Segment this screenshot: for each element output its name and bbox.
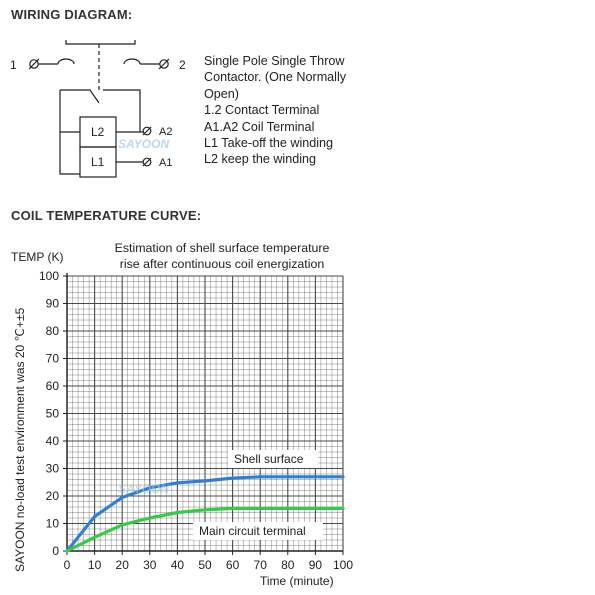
chart-watermark: SAYOON: [118, 482, 169, 496]
shell-surface-point: [231, 476, 234, 480]
x-tick-label: 10: [88, 558, 102, 572]
coil-lower-label: L1: [91, 155, 105, 169]
y-tick-label: 70: [46, 352, 60, 366]
coil-temperature-title: COIL TEMPERATURE CURVE:: [11, 208, 202, 223]
main-circuit-terminal-point: [203, 508, 207, 511]
a2-label: A2: [159, 126, 172, 138]
side-note: SAYOON no-load test environment was 20 ℃…: [13, 307, 27, 572]
main-circuit-terminal-point: [341, 507, 345, 510]
shell-surface-point: [121, 496, 124, 499]
main-circuit-terminal-point: [121, 523, 124, 527]
legend-terminal: Main circuit terminal: [193, 522, 323, 540]
chart-ticks: 0 10 20 30 40 50 60 70 80 90 100 0 10 20 30 40 50 60 70 80 9…: [39, 269, 353, 572]
terminal-2-label: 2: [179, 58, 186, 72]
y-tick-label: 40: [46, 434, 60, 448]
y-tick-label: 30: [46, 462, 60, 476]
main-circuit-terminal-point: [93, 536, 96, 539]
x-tick-label: 60: [226, 558, 240, 572]
description-line: L2 keep the winding: [204, 152, 317, 167]
x-tick-label: 0: [64, 558, 71, 572]
shell-surface-point: [341, 475, 345, 478]
contact-bridge: [65, 40, 136, 45]
wiring-diagram: [28, 40, 170, 178]
y-tick-label: 60: [46, 379, 60, 393]
main-circuit-terminal-point: [231, 507, 234, 510]
a1-label: A1: [159, 157, 172, 169]
x-tick-label: 70: [254, 558, 268, 572]
y-tick-label: 100: [39, 269, 59, 283]
main-circuit-terminal-point: [314, 507, 317, 510]
chart-grid: [66, 275, 344, 552]
terminal-1-label: 1: [10, 58, 17, 72]
coil-upper-label: L2: [91, 125, 105, 139]
description-line: A1.A2 Coil Terminal: [204, 119, 315, 134]
legend-terminal-label: Main circuit terminal: [199, 524, 306, 538]
wiring-description: Single Pole Single Throw Contactor. (One…: [204, 53, 346, 168]
chart-title-line-1: Estimation of shell surface temperature: [115, 241, 330, 255]
main-circuit-terminal-point: [286, 507, 289, 510]
contact-left-arc: [57, 58, 75, 65]
legend-shell: Shell surface: [228, 450, 318, 468]
y-tick-label: 20: [46, 489, 60, 503]
wiring-watermark: SAYOON: [118, 137, 169, 151]
y-tick-label: 80: [46, 324, 60, 338]
terminal-2-icon: [159, 59, 169, 69]
y-tick-label: 0: [52, 544, 59, 558]
wiring-diagram-title: WIRING DIAGRAM:: [11, 7, 133, 22]
x-tick-label: 100: [333, 558, 353, 572]
main-circuit-terminal-point: [148, 516, 151, 520]
description-line: L1 Take-off the winding: [204, 136, 334, 151]
contact-right-arc: [123, 58, 141, 65]
description-line: Contactor. (One Normally: [204, 70, 347, 85]
x-tick-label: 40: [171, 558, 185, 572]
shell-surface-point: [259, 475, 262, 478]
main-circuit-terminal-point: [259, 507, 262, 510]
y-tick-label: 50: [46, 407, 60, 421]
shell-surface-point: [314, 475, 317, 478]
x-axis-label: Time (minute): [260, 574, 334, 588]
chart-series: [65, 475, 345, 553]
shell-surface-point: [203, 479, 207, 483]
description-line: 1.2 Contact Terminal: [204, 103, 320, 118]
shell-surface-point: [148, 486, 151, 489]
terminal-a2-icon: [142, 126, 152, 136]
internal-switch: [60, 89, 141, 120]
shell-surface-point: [176, 481, 179, 484]
shell-surface-point: [286, 475, 289, 478]
x-tick-label: 30: [143, 558, 157, 572]
legend-shell-label: Shell surface: [234, 452, 304, 466]
x-tick-label: 90: [309, 558, 323, 572]
chart-title-line-2: rise after continuous coil energization: [120, 257, 325, 271]
coil-wiring: [59, 90, 80, 175]
x-tick-label: 50: [198, 558, 212, 572]
description-line: Single Pole Single Throw: [204, 54, 345, 68]
y-tick-label: 10: [46, 517, 60, 531]
x-tick-label: 80: [281, 558, 295, 572]
y-axis-label: TEMP (K): [11, 250, 63, 264]
terminal-a1-icon: [142, 157, 152, 167]
x-tick-label: 20: [116, 558, 130, 572]
description-line: Open): [204, 86, 240, 101]
main-circuit-terminal-point: [65, 549, 69, 553]
main-circuit-terminal-point: [176, 511, 179, 514]
shell-surface-point: [93, 515, 96, 518]
y-tick-label: 90: [46, 297, 60, 311]
